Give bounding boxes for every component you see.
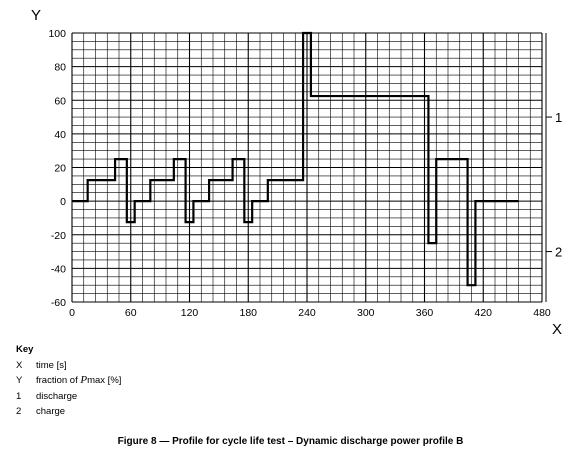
key-symbol: X (16, 359, 23, 371)
key-description: time [s] (36, 359, 67, 371)
y-tick-label: 80 (54, 62, 66, 74)
key-item-y: Y fraction of Pmax [%] (16, 373, 121, 389)
key-symbol: 2 (16, 406, 22, 417)
x-tick-label: 0 (69, 307, 75, 319)
y-tick-label: 60 (54, 95, 66, 107)
key-description: fraction of Pmax [%] (36, 374, 122, 386)
figure-caption: Figure 8 — Profile for cycle life test –… (117, 436, 464, 447)
x-tick-label: 420 (474, 307, 492, 319)
y-tick-label: 20 (54, 163, 66, 175)
y-tick-label: -60 (51, 297, 66, 309)
y-tick-label: -40 (51, 263, 66, 275)
key-description: discharge (36, 390, 78, 402)
key-item-2: 2 charge (16, 404, 121, 420)
power-profile-line (72, 31, 519, 287)
axis-tick-labels: 0 60 120 180 240 300 360 420 480 100 80 60 40 20 0 -20 -… (48, 28, 550, 319)
key-legend: Key X time [s] Y fraction of Pmax [%] 1 … (16, 342, 121, 420)
y-tick-label: 100 (48, 28, 66, 40)
x-tick-label: 120 (181, 307, 199, 319)
power-profile-chart: 0 60 120 180 240 300 360 420 480 100 80 60 40 20 0 -20 -… (31, 7, 562, 338)
region-label: 1 (555, 110, 562, 125)
y-tick-label: 0 (60, 196, 66, 208)
region-label: 2 (555, 245, 562, 260)
p-max-variable: P (80, 374, 88, 386)
y-tick-label: -20 (51, 230, 66, 242)
x-tick-label: 480 (533, 307, 551, 319)
x-axis-label: X (552, 321, 562, 338)
x-tick-label: 300 (357, 307, 375, 319)
key-symbol: 1 (16, 390, 22, 402)
x-tick-label: 180 (239, 307, 257, 319)
key-item-x: X time [s] (16, 358, 121, 374)
x-tick-label: 60 (125, 307, 137, 319)
x-tick-label: 240 (298, 307, 316, 319)
y-axis-label: Y (31, 7, 41, 24)
key-description: charge (36, 406, 66, 417)
key-title: Key (16, 344, 34, 355)
y-tick-label: 40 (54, 129, 66, 141)
x-tick-label: 360 (416, 307, 434, 319)
key-symbol: Y (16, 375, 23, 386)
key-item-1: 1 discharge (16, 389, 121, 405)
region-brackets: 12 (545, 33, 562, 302)
